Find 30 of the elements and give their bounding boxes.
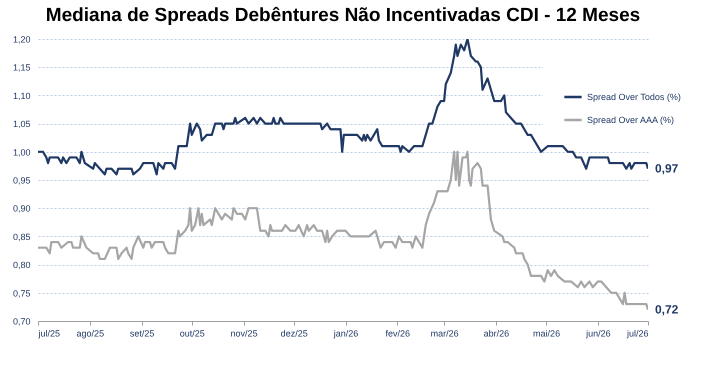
y-tick-label: 1,10 <box>12 90 30 101</box>
annotation: 0,97 <box>655 162 679 176</box>
y-tick-label: 1,20 <box>12 34 30 44</box>
y-tick-label: 0,75 <box>12 288 30 298</box>
x-tick-label: jun/26 <box>585 328 611 338</box>
legend-label: Spread Over AAA (%) <box>587 115 674 125</box>
y-tick-label: 0,70 <box>12 316 30 326</box>
x-tick-label: set/25 <box>130 328 154 338</box>
y-tick-label: 0,80 <box>12 260 30 270</box>
chart-title: Mediana de Spreads Debêntures Não Incentivadas CDI - 12 Meses <box>46 5 640 26</box>
x-tick-label: dez/25 <box>280 328 308 338</box>
x-tick-label: mar/26 <box>430 328 459 338</box>
y-tick-label: 0,95 <box>12 176 30 186</box>
y-tick-label: 1,05 <box>12 119 30 130</box>
y-tick-label: 0,90 <box>12 204 30 214</box>
x-tick-label: jul/25 <box>38 328 60 338</box>
x-tick-label: jul/26 <box>626 328 648 338</box>
legend-label: Spread Over Todos (%) <box>587 92 681 102</box>
x-tick-label: fev/26 <box>386 328 410 338</box>
x-tick-label: jan/26 <box>332 328 358 338</box>
x-tick-label: abr/26 <box>484 328 510 338</box>
y-tick-label: 1,00 <box>12 147 30 158</box>
x-tick-label: mai/26 <box>533 328 560 338</box>
y-tick-label: 1,15 <box>12 62 30 73</box>
y-tick-label: 0,85 <box>12 232 30 242</box>
x-tick-label: out/25 <box>180 328 205 338</box>
x-tick-label: ago/25 <box>76 328 104 338</box>
x-tick-label: nov/25 <box>230 328 258 338</box>
annotation: 0,72 <box>655 302 679 317</box>
line-series <box>38 150 648 311</box>
